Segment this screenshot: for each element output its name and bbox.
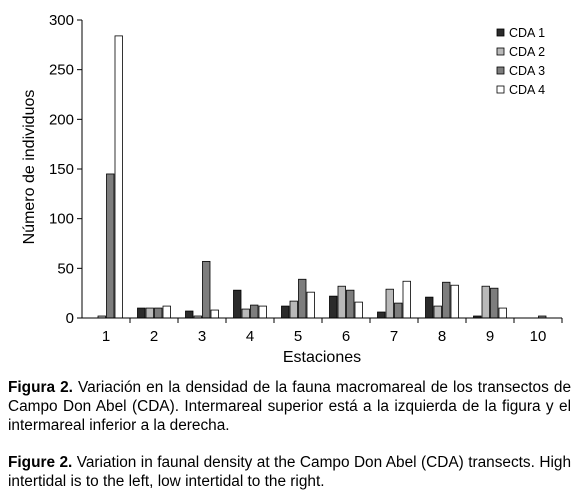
bar-cda-1-station-4 — [233, 289, 242, 319]
bar-cda-3-station-4 — [250, 304, 259, 319]
bar-cda-3-station-6 — [346, 289, 355, 319]
bars-group — [97, 35, 547, 319]
caption-english: Figure 2. Variation in faunal density at… — [8, 453, 571, 491]
x-ticks-group: 1 2 3 4 5 6 7 8 9 10 — [102, 318, 563, 345]
caption-spanish: Figura 2. Variación en la densidad de la… — [8, 378, 571, 435]
bar-cda-3-station-2 — [154, 307, 163, 319]
x-tick-label: 9 — [486, 328, 494, 345]
caption-english-text: Variation in faunal density at the Campo… — [8, 454, 571, 490]
x-tick-label: 6 — [342, 328, 350, 345]
bar-cda-4-station-5 — [306, 291, 315, 319]
y-axis-title: Número de individuos — [21, 90, 38, 245]
bar-cda-1-station-5 — [281, 305, 290, 319]
legend-label: CDA 1 — [509, 26, 545, 40]
legend-swatch — [496, 85, 505, 94]
bar-cda-1-station-3 — [185, 310, 194, 319]
bar-cda-4-station-3 — [210, 309, 219, 319]
y-tick-label: 300 — [49, 12, 74, 29]
y-tick-label: 250 — [49, 62, 74, 79]
legend-label: CDA 3 — [509, 64, 545, 78]
caption-english-label: Figure 2. — [8, 454, 73, 471]
bar-cda-3-station-1 — [106, 173, 115, 319]
bar-cda-3-station-9 — [490, 287, 499, 319]
bar-cda-1-station-7 — [377, 311, 386, 319]
legend-label: CDA 2 — [509, 45, 545, 59]
x-tick-label: 3 — [198, 328, 206, 345]
legend-swatch — [496, 47, 505, 56]
bar-cda-1-station-2 — [137, 307, 146, 319]
x-tick-label: 5 — [294, 328, 302, 345]
x-axis-title: Estaciones — [283, 349, 361, 366]
y-tick-label: 200 — [49, 111, 74, 128]
bar-cda-4-station-2 — [162, 305, 171, 319]
bar-cda-4-station-7 — [402, 280, 411, 319]
y-tick-label: 100 — [49, 211, 74, 228]
bar-chart: 0 50 100 150 200 250 300 1 2 3 4 5 6 7 8 9 10 Número de… — [21, 12, 563, 366]
bar-cda-4-station-9 — [498, 307, 507, 319]
bar-cda-3-station-8 — [442, 281, 451, 319]
legend-swatch — [496, 28, 505, 37]
bar-cda-3-station-3 — [202, 260, 211, 319]
x-tick-label: 2 — [150, 328, 158, 345]
bar-cda-4-station-8 — [450, 284, 459, 319]
bar-cda-2-station-2 — [145, 307, 154, 319]
bar-cda-4-station-1 — [114, 35, 123, 319]
x-tick-label: 10 — [530, 328, 547, 345]
y-tick-label: 50 — [57, 260, 74, 277]
bar-cda-2-station-8 — [433, 305, 442, 319]
legend-label: CDA 4 — [509, 83, 545, 97]
caption-spanish-label: Figura 2. — [8, 379, 73, 396]
bar-cda-1-station-6 — [329, 295, 338, 319]
bar-cda-2-station-7 — [385, 288, 394, 319]
bar-cda-4-station-4 — [258, 305, 267, 319]
caption-spanish-text: Variación en la densidad de la fauna mac… — [8, 379, 572, 434]
bar-cda-3-station-7 — [394, 302, 403, 319]
y-tick-label: 150 — [49, 161, 74, 178]
bar-cda-2-station-4 — [241, 308, 250, 319]
bar-cda-1-station-8 — [425, 296, 434, 319]
bar-cda-2-station-5 — [289, 300, 298, 319]
x-tick-label: 8 — [438, 328, 446, 345]
x-tick-label: 4 — [246, 328, 254, 345]
legend-swatch — [496, 66, 505, 75]
bar-cda-3-station-5 — [298, 278, 307, 319]
y-ticks-group: 0 50 100 150 200 250 300 — [49, 12, 82, 327]
bar-cda-2-station-6 — [337, 285, 346, 319]
bar-cda-2-station-9 — [481, 285, 490, 319]
legend: CDA 1 CDA 2 CDA 3 CDA 4 — [496, 26, 545, 97]
x-tick-label: 1 — [102, 328, 110, 345]
x-tick-label: 7 — [390, 328, 398, 345]
bar-cda-4-station-6 — [354, 301, 363, 319]
y-tick-label: 0 — [66, 310, 74, 327]
